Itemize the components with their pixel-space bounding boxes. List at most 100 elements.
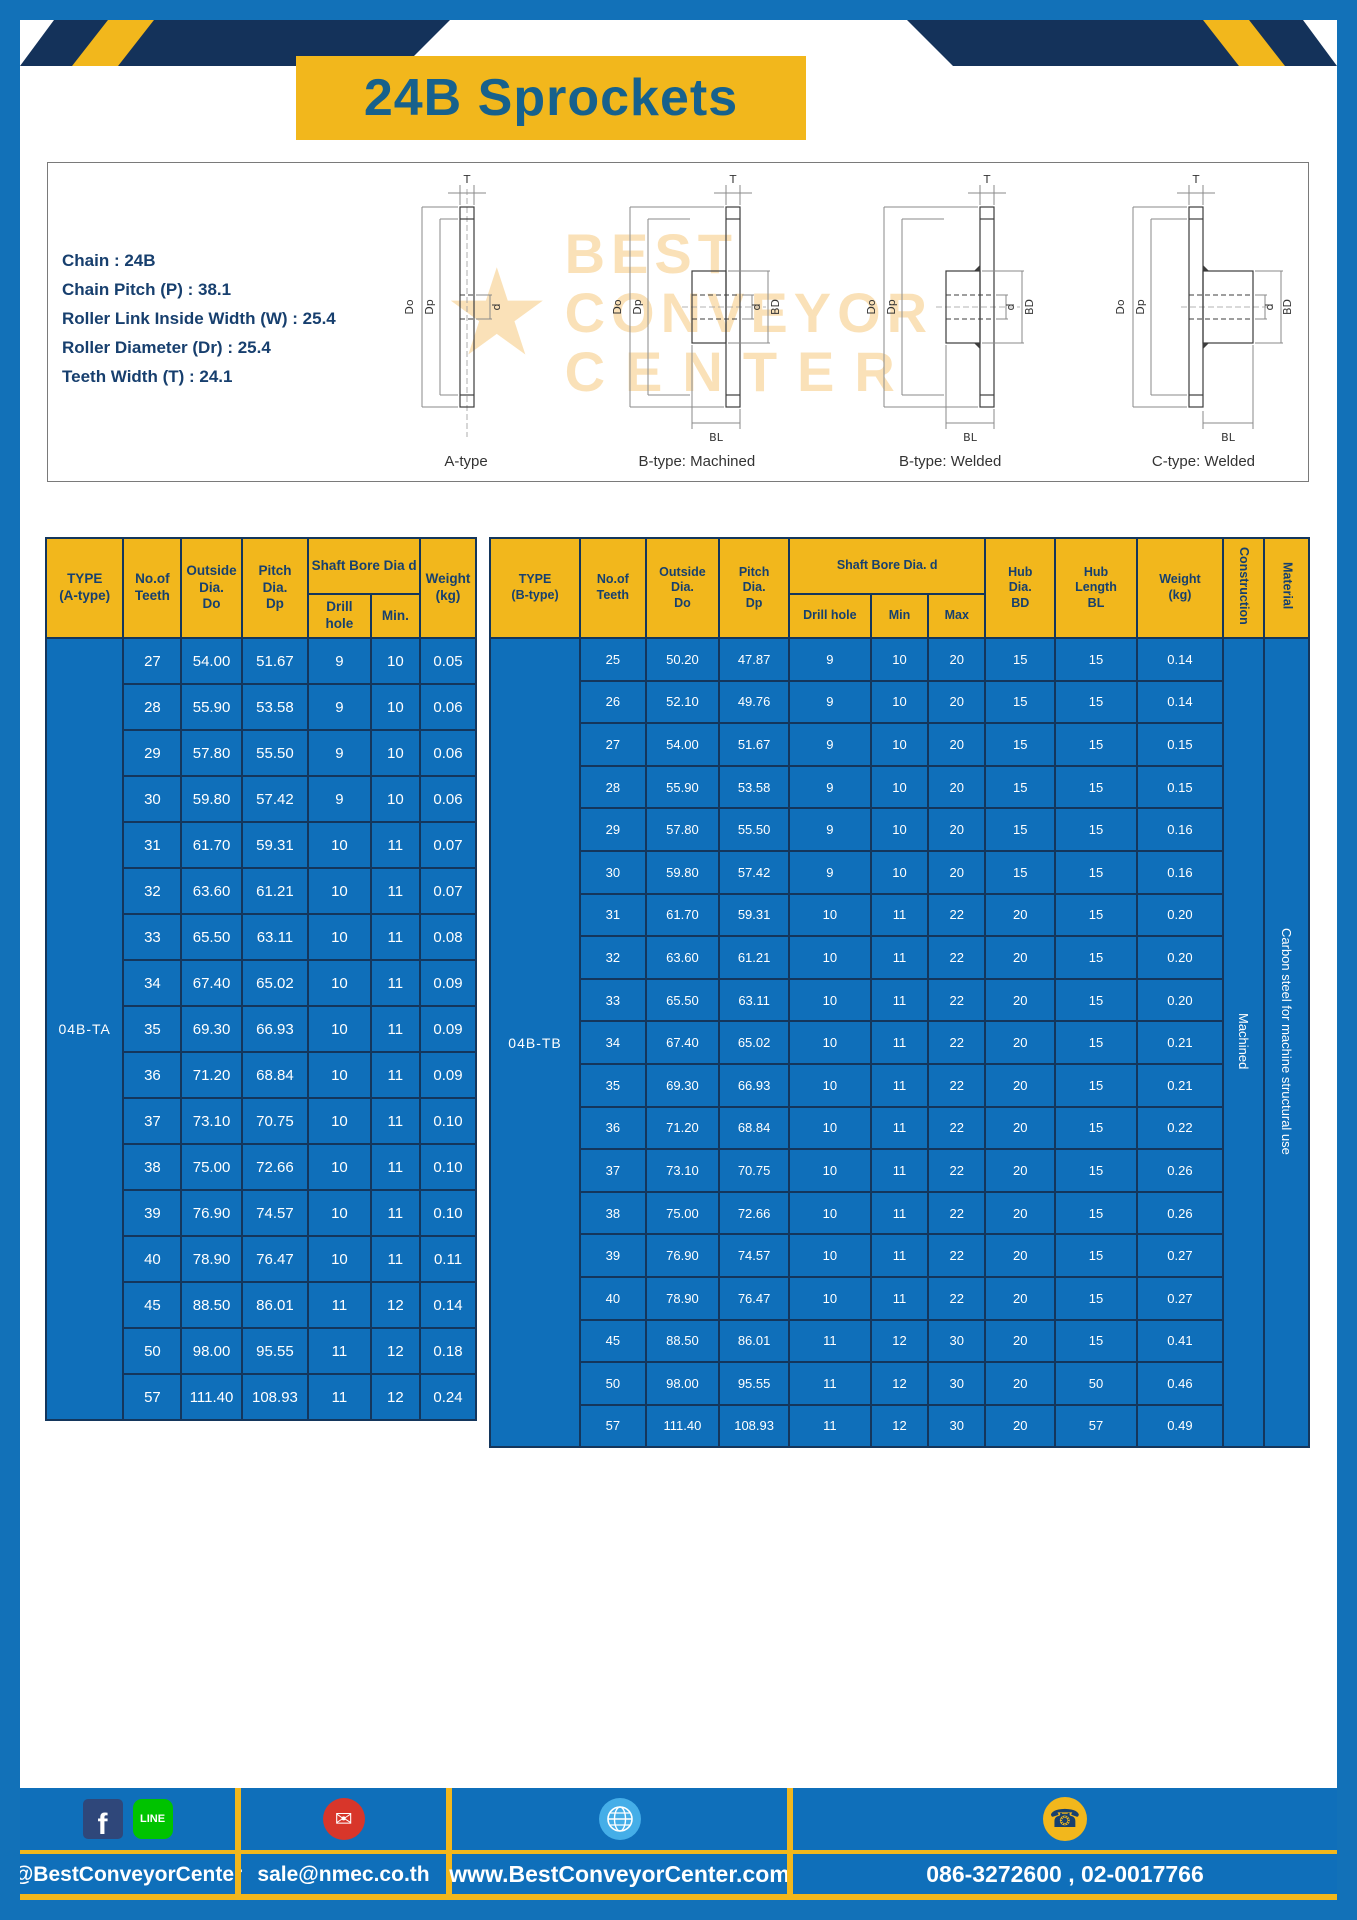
data-cell: 10 xyxy=(787,1233,872,1278)
data-cell: 27 xyxy=(579,722,647,767)
data-cell: 15 xyxy=(1054,1105,1138,1151)
data-cell: 57 xyxy=(1054,1403,1138,1449)
data-cell: 10 xyxy=(869,722,930,767)
data-cell: 55.90 xyxy=(180,683,243,731)
footer-email-section: ✉ sale@nmec.co.th xyxy=(241,1788,446,1894)
data-cell: 0.20 xyxy=(1135,977,1224,1023)
data-cell: 50 xyxy=(122,1327,183,1375)
data-cell: 40 xyxy=(579,1275,647,1321)
data-cell: 59.80 xyxy=(644,849,721,895)
data-cell: 0.14 xyxy=(419,1281,477,1329)
data-cell: 10 xyxy=(307,1189,372,1237)
table-a-wrap: TYPE (A-type) No.of Teeth Outside Dia. D… xyxy=(44,537,477,1421)
data-cell: 15 xyxy=(984,807,1057,852)
data-cell: 10 xyxy=(869,679,930,725)
spec-line-pitch: Chain Pitch (P) : 38.1 xyxy=(62,280,232,299)
data-cell: 29 xyxy=(122,729,183,777)
data-cell: 30 xyxy=(927,1361,987,1406)
data-cell: 31 xyxy=(122,821,183,869)
data-cell: 9 xyxy=(787,722,872,767)
data-cell: 57 xyxy=(579,1403,647,1449)
table-row: 32 63.60 61.21 10 11 22 20 15 0.20 xyxy=(490,935,1309,980)
data-cell: 36 xyxy=(579,1105,647,1151)
data-cell: 73.10 xyxy=(644,1148,721,1193)
data-cell: 15 xyxy=(1054,1190,1138,1236)
data-cell: 61.21 xyxy=(240,867,310,915)
data-cell: 12 xyxy=(869,1403,930,1449)
data-cell: 10 xyxy=(369,729,422,777)
data-cell: 0.07 xyxy=(419,867,477,915)
data-cell: 22 xyxy=(927,1148,987,1193)
data-cell: 33 xyxy=(579,977,647,1023)
data-cell: 11 xyxy=(787,1318,872,1364)
material-cell: Carbon steel for machine structural use xyxy=(1262,636,1311,1449)
drawing-caption: B-type: Machined xyxy=(638,453,756,470)
dim-label-t: T xyxy=(1192,173,1200,186)
social-handle-text: @BestConveyorCenter xyxy=(12,1862,243,1886)
data-cell: 10 xyxy=(307,959,372,1007)
drawing-caption: A-type xyxy=(444,453,488,470)
data-cell: 20 xyxy=(927,807,987,852)
data-cell: 0.14 xyxy=(1135,637,1224,682)
construction-cell: Machined xyxy=(1221,636,1265,1449)
drawing-b-type-machined: T Do Dp d BD xyxy=(604,171,789,473)
data-cell: 28 xyxy=(579,764,647,810)
data-cell: 10 xyxy=(369,775,422,823)
email-text: sale@nmec.co.th xyxy=(257,1862,430,1886)
data-cell: 0.10 xyxy=(419,1097,477,1145)
data-cell: 0.21 xyxy=(1135,1020,1224,1065)
data-cell: 10 xyxy=(307,1235,372,1283)
data-cell: 45 xyxy=(579,1318,647,1364)
table-row: 31 61.70 59.31 10 11 0.07 xyxy=(46,821,477,869)
table-row: 33 65.50 63.11 10 11 22 20 15 0.20 xyxy=(490,977,1309,1023)
data-cell: 15 xyxy=(1054,1275,1138,1321)
data-cell: 68.84 xyxy=(718,1105,790,1151)
data-cell: 15 xyxy=(984,849,1057,895)
data-cell: 15 xyxy=(984,764,1057,810)
data-cell: 37 xyxy=(579,1148,647,1193)
email-icon: ✉ xyxy=(322,1798,365,1840)
table-row: 35 69.30 66.93 10 11 0.09 xyxy=(46,1005,477,1053)
data-cell: 10 xyxy=(869,849,930,895)
data-cell: 11 xyxy=(369,1051,422,1099)
data-cell: 98.00 xyxy=(644,1361,721,1406)
data-cell: 11 xyxy=(369,913,422,961)
data-cell: 74.57 xyxy=(240,1189,310,1237)
footer-social-section: f LINE @BestConveyorCenter xyxy=(12,1788,243,1894)
sprocket-table-b-type: TYPE (B-type) No.of Teeth Outside Dia. D… xyxy=(488,537,1311,1449)
data-cell: 0.27 xyxy=(1135,1233,1224,1278)
data-cell: 95.55 xyxy=(718,1361,790,1406)
data-cell: 11 xyxy=(869,1233,930,1278)
data-cell: 20 xyxy=(984,1148,1057,1193)
data-cell: 11 xyxy=(307,1327,372,1375)
data-cell: 15 xyxy=(1054,1318,1138,1364)
sprocket-table-a-type: TYPE (A-type) No.of Teeth Outside Dia. D… xyxy=(44,537,477,1421)
table-row: 39 76.90 74.57 10 11 0.10 xyxy=(46,1189,477,1237)
data-cell: 0.08 xyxy=(419,913,477,961)
data-cell: 15 xyxy=(984,637,1057,682)
data-cell: 61.21 xyxy=(718,935,790,980)
table-row: 40 78.90 76.47 10 11 22 20 15 0.27 xyxy=(490,1275,1309,1321)
dim-label-dp: Dp xyxy=(1134,299,1147,314)
col-header-teeth: No.of Teeth xyxy=(122,537,183,639)
data-cell: 52.10 xyxy=(644,679,721,725)
col-header-drill-hole: Drill hole xyxy=(307,593,372,639)
data-cell: 75.00 xyxy=(644,1190,721,1236)
data-cell: 11 xyxy=(369,959,422,1007)
data-cell: 10 xyxy=(787,977,872,1023)
data-cell: 10 xyxy=(787,892,872,938)
data-cell: 0.26 xyxy=(1135,1190,1224,1236)
data-cell: 0.15 xyxy=(1135,764,1224,810)
data-cell: 12 xyxy=(869,1361,930,1406)
table-row: 36 71.20 68.84 10 11 22 20 15 0.22 xyxy=(490,1105,1309,1151)
col-header-pitch-dia: Pitch Dia. Dp xyxy=(718,537,790,639)
dim-label-bd: BD xyxy=(1281,299,1294,315)
data-cell: 57.42 xyxy=(240,775,310,823)
data-cell: 0.16 xyxy=(1135,849,1224,895)
data-cell: 50 xyxy=(579,1361,647,1406)
table-row: 57 111.40 108.93 11 12 0.24 xyxy=(46,1373,477,1421)
data-cell: 59.80 xyxy=(180,775,243,823)
data-cell: 11 xyxy=(369,1235,422,1283)
dim-label-t: T xyxy=(463,173,471,186)
data-cell: 67.40 xyxy=(180,959,243,1007)
